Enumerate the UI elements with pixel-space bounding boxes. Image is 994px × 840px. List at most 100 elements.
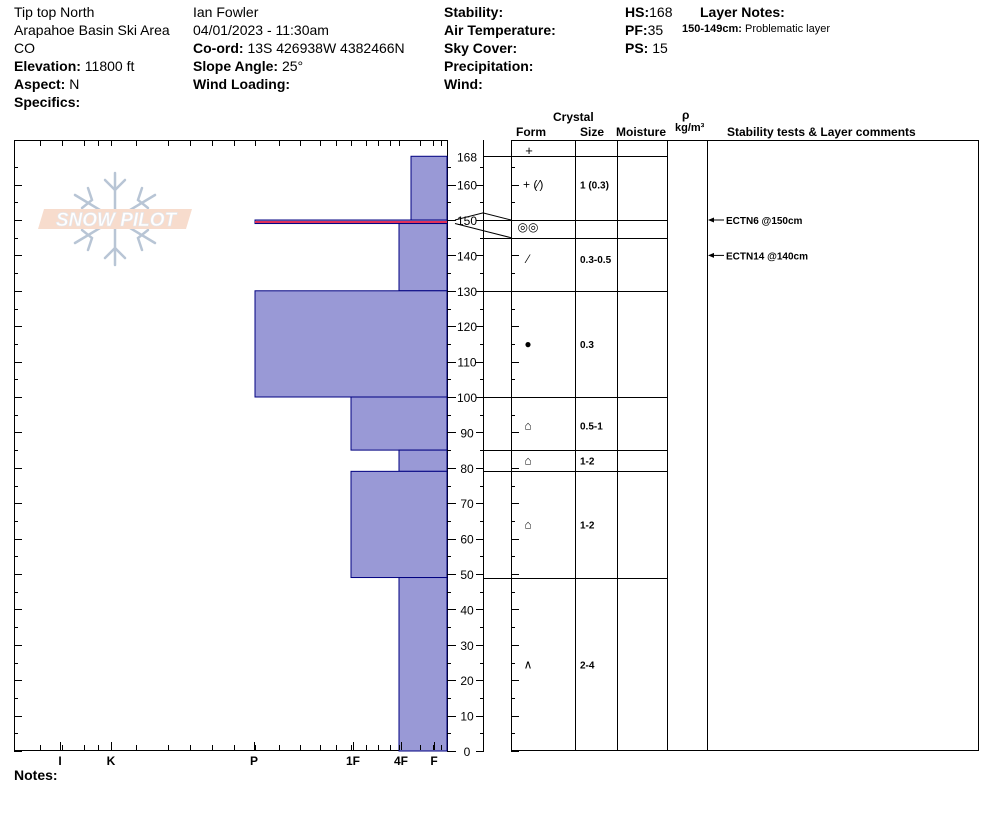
depth-tick-label: 10 — [460, 710, 474, 724]
depth-tick-label: 168 — [457, 150, 477, 164]
hardness-tick-label: 4F — [394, 754, 408, 768]
hardness-layer-bar — [410, 155, 448, 221]
slope-value: 25° — [281, 58, 304, 74]
layer-note-text: Problematic layer — [745, 23, 830, 35]
site-state: CO — [14, 40, 35, 56]
moisture-header: Moisture — [616, 125, 667, 139]
specifics-label: Specifics: — [14, 94, 81, 110]
layer-note-range: 150-149cm: — [682, 23, 742, 35]
depth-tick-label: 80 — [460, 462, 474, 476]
layer-form-symbol: ⌂ — [524, 517, 531, 531]
density-rho-header: ρ — [682, 108, 690, 122]
depth-tick-label: 70 — [460, 497, 474, 511]
wind-label: Wind: — [444, 76, 483, 92]
layer-form-symbol: ⁄ — [524, 252, 531, 266]
hardness-tick-label: F — [430, 754, 437, 768]
coord-value: 13S 426938W 4382466N — [247, 40, 405, 56]
layer-size-value: 2-4 — [580, 660, 595, 671]
depth-tick-label: 40 — [460, 603, 474, 617]
hardness-layer-bar — [398, 577, 448, 752]
layer-table: + + (⁄) 1 (0.3) ◎◎ ⁄ 0.3-0.5 ● 0.3 ⌂ 0.5-1 ⌂ 1-2 ⌂ 1-… — [454, 143, 667, 671]
aspect-value: N — [69, 76, 80, 92]
ps-value: 15 — [652, 40, 668, 56]
thin-layer-connector-bottom — [454, 223, 512, 239]
layer-note: 150-149cm: Problematic layer — [682, 23, 830, 35]
ps-row: PS: 15 — [625, 39, 668, 57]
depth-tick-label: 0 — [464, 745, 471, 759]
layer-form-symbol: ⌂ — [524, 418, 531, 432]
thin-layer-connector-top — [454, 212, 512, 221]
layer-form-symbol: ◎◎ — [518, 220, 539, 234]
aspect-label: Aspect: — [14, 76, 66, 92]
layer-form-symbol: ⌂ — [524, 454, 531, 468]
hardness-layer-bar — [254, 290, 448, 398]
layer-notes-title: Layer Notes: — [700, 4, 785, 20]
hardness-axis: I K P 1F 4F F — [40, 141, 442, 768]
coord-label: Co-ord: — [193, 40, 244, 56]
hs-row: HS:168 — [625, 3, 672, 21]
depth-tick-label: 60 — [460, 533, 474, 547]
stability-test-text: ECTN6 @150cm — [726, 216, 803, 227]
hardness-tick-label: 1F — [346, 754, 360, 768]
size-header: Size — [580, 125, 605, 139]
stability-test-arrowhead — [708, 217, 714, 223]
logo-text: SNOW PILOT — [56, 210, 178, 231]
depth-tick-label: 50 — [460, 568, 474, 582]
layer-form-symbol: ● — [524, 337, 531, 351]
layer-size-value: 1-2 — [580, 457, 595, 468]
stability-tests-header: Stability tests & Layer comments — [727, 125, 916, 139]
layer-form-symbol: ∧ — [524, 657, 533, 671]
sky-cover-label: Sky Cover: — [444, 40, 518, 56]
slope-label: Slope Angle: — [193, 58, 279, 74]
depth-tick-label: 130 — [457, 285, 477, 299]
layer-size-value: 0.5-1 — [580, 421, 603, 432]
depth-tick-label: 120 — [457, 320, 477, 334]
snowpilot-logo: SNOW PILOT — [38, 171, 192, 267]
depth-tick-label: 90 — [460, 426, 474, 440]
air-temp-label: Air Temperature: — [444, 22, 556, 38]
stability-label: Stability: — [444, 4, 504, 20]
ps-label: PS: — [625, 40, 649, 56]
hardness-layers — [254, 155, 448, 752]
notes-label: Notes: — [14, 767, 58, 783]
pf-value: 35 — [647, 22, 664, 38]
hardness-tick-label: I — [58, 754, 61, 768]
layer-size-value: 0.3-0.5 — [580, 255, 612, 266]
observer-name: Ian Fowler — [193, 4, 259, 20]
site-name: Tip top North — [14, 4, 95, 20]
surface-form-symbol: + — [525, 143, 533, 158]
depth-tick-label: 140 — [457, 249, 477, 263]
hardness-layer-bar — [350, 470, 448, 579]
form-header: Form — [516, 125, 546, 139]
depth-tick-label: 20 — [460, 674, 474, 688]
slope-row: Slope Angle: 25° — [193, 57, 303, 75]
layer-size-value: 1 (0.3) — [580, 181, 609, 192]
crystal-header: Crystal — [553, 110, 594, 124]
pf-row: PF:35 — [625, 21, 663, 39]
wind-loading-label: Wind Loading: — [193, 76, 291, 92]
layer-size-value: 0.3 — [580, 340, 594, 351]
aspect-row: Aspect: N — [14, 75, 79, 93]
hardness-tick-label: K — [107, 754, 116, 768]
stability-tests: ECTN6 @150cm ECTN14 @140cm — [708, 216, 808, 262]
elevation-row: Elevation: 11800 ft — [14, 57, 134, 75]
depth-tick-label: 150 — [457, 214, 477, 228]
density-unit-header: kg/m³ — [675, 122, 705, 134]
elevation-label: Elevation: — [14, 58, 81, 74]
elevation-value: 11800 ft — [84, 58, 135, 74]
depth-tick-label: 30 — [460, 639, 474, 653]
layer-size-value: 1-2 — [580, 520, 595, 531]
site-area: Arapahoe Basin Ski Area — [14, 22, 170, 38]
coord-row: Co-ord: 13S 426938W 4382466N — [193, 39, 405, 57]
problematic-layer-marker — [255, 221, 447, 223]
hardness-layer-bar — [398, 223, 448, 292]
hardness-layer-bar — [398, 449, 448, 472]
pf-label: PF: — [625, 22, 648, 38]
hardness-layer-bar — [350, 396, 448, 451]
observation-datetime: 04/01/2023 - 11:30am — [193, 22, 329, 38]
depth-scale: 1681601501401301201101009080706050403020… — [14, 150, 519, 759]
precipitation-label: Precipitation: — [444, 58, 534, 74]
depth-tick-label: 110 — [457, 356, 476, 370]
hs-value: 168 — [649, 4, 673, 20]
